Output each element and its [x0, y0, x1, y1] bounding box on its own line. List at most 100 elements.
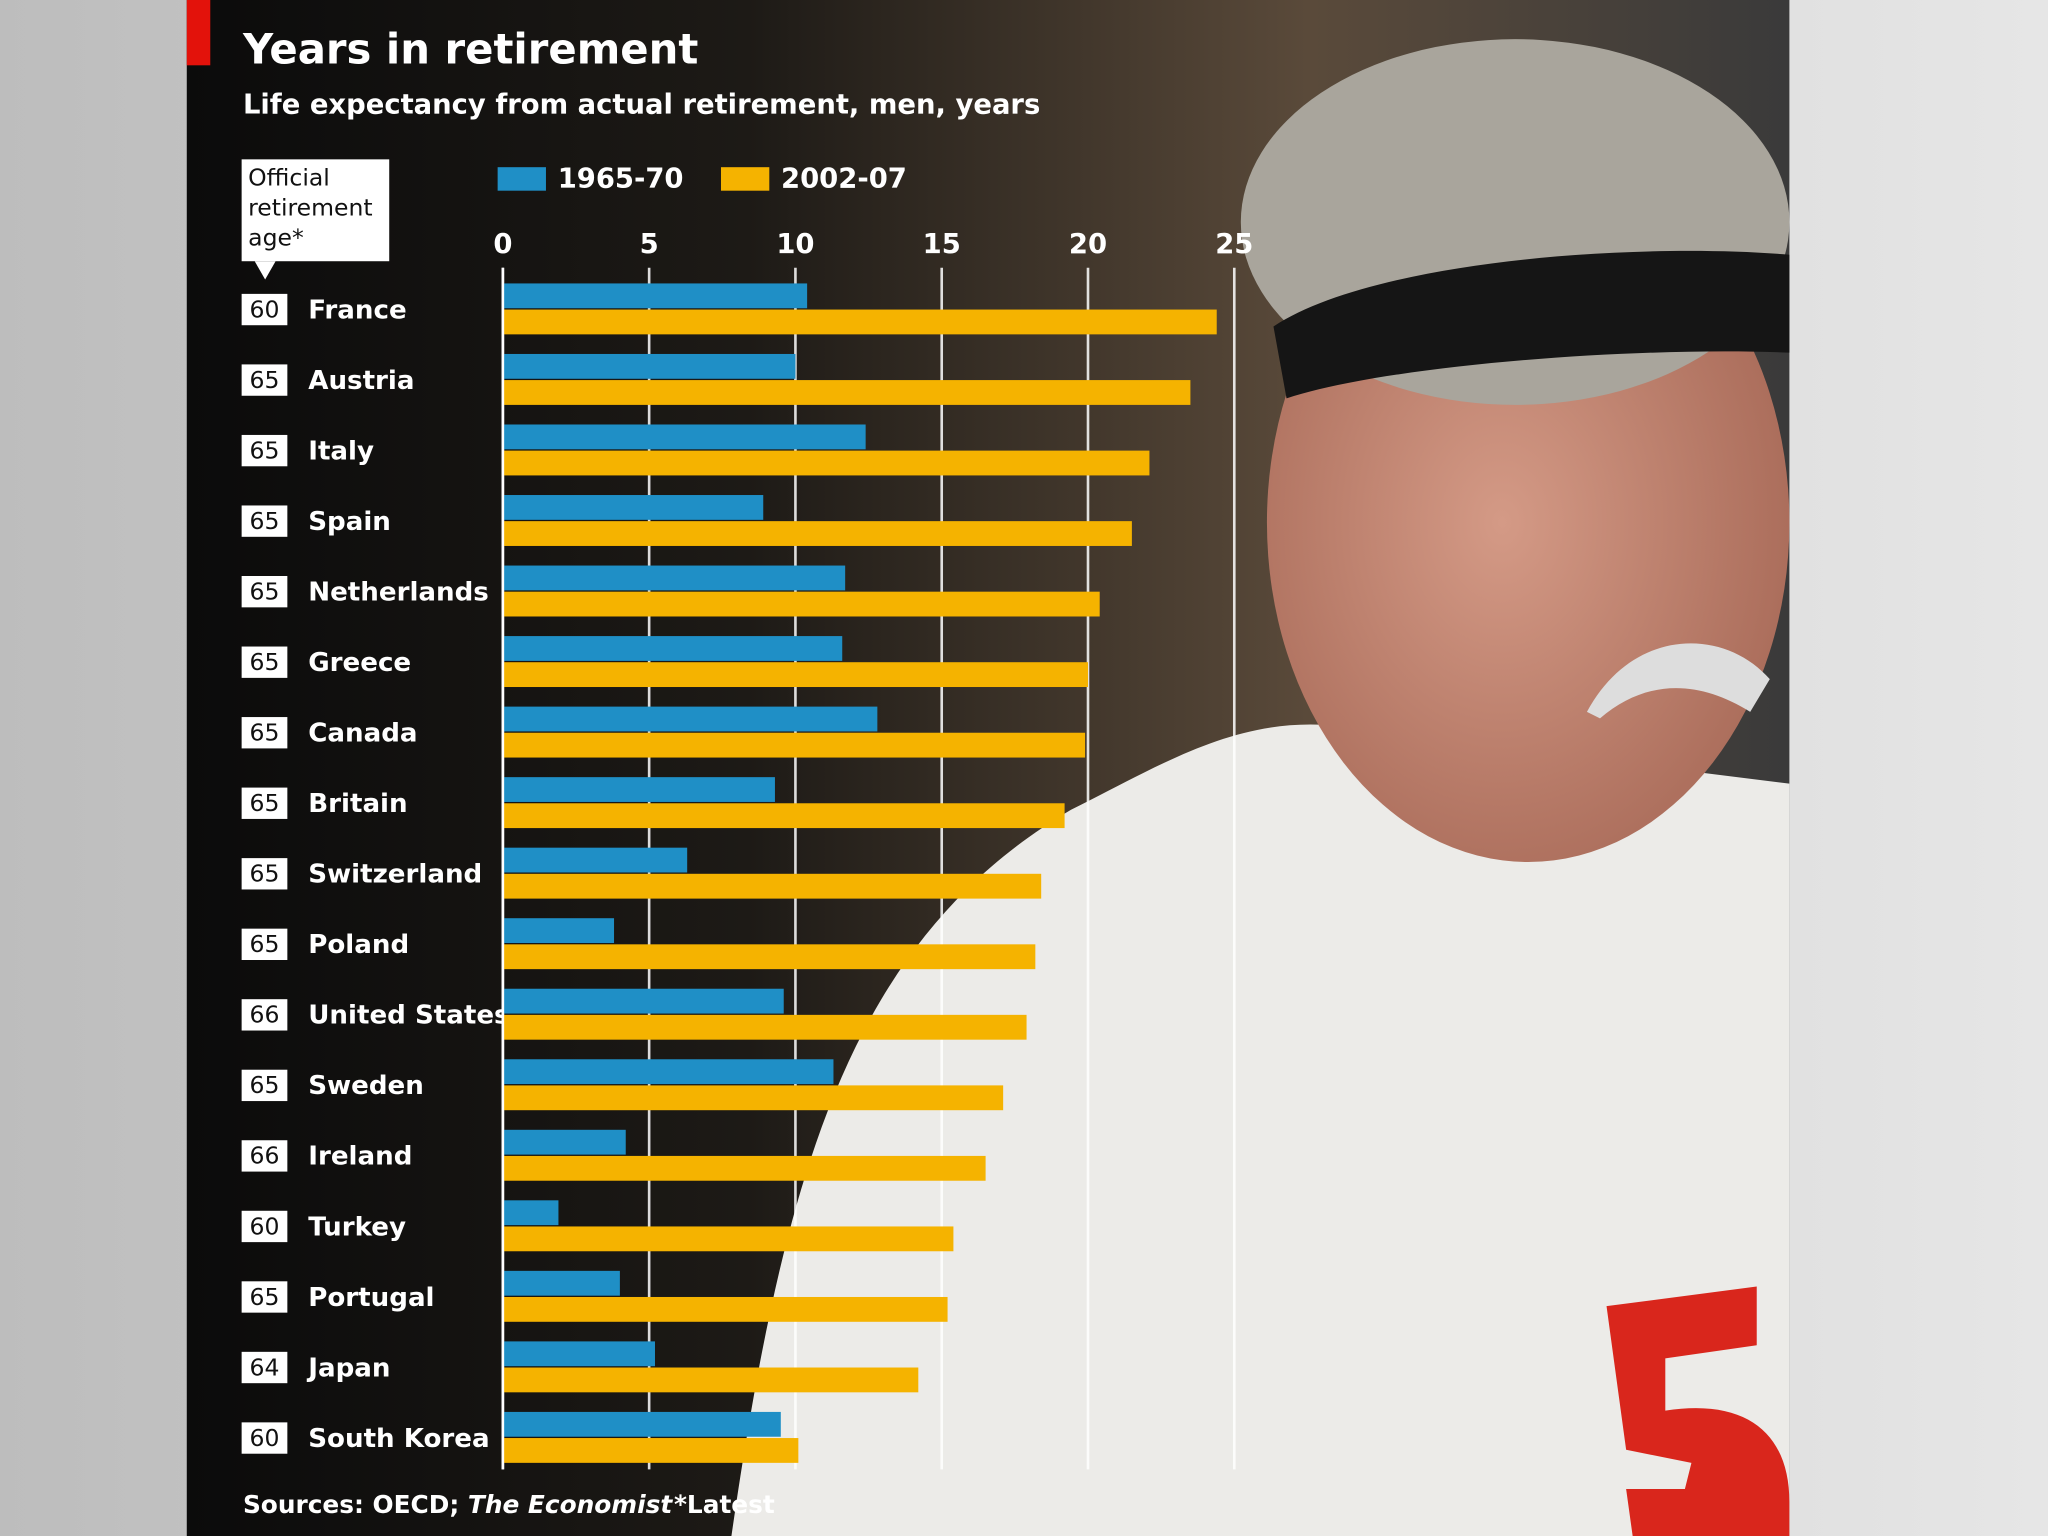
age-box: [241, 928, 288, 960]
bar: [502, 353, 796, 379]
y-tick-label: Greece: [308, 648, 411, 678]
bar: [502, 944, 1036, 970]
y-tick-label: Japan: [306, 1353, 390, 1383]
bar: [502, 1155, 986, 1181]
age-box: [241, 717, 288, 749]
retirement-age: 60: [250, 1212, 280, 1240]
bar: [502, 1059, 834, 1085]
photo-moustache: [1586, 643, 1770, 719]
retirement-age: 65: [250, 1283, 280, 1311]
age-box: [241, 1210, 288, 1243]
bar: [502, 803, 1065, 829]
y-tick-label: Canada: [308, 719, 417, 749]
age-label-holder: Official retirement age*: [248, 164, 373, 253]
bar: [502, 565, 846, 591]
bar: [502, 636, 843, 661]
age-box: [241, 1281, 288, 1313]
age-box: [241, 646, 288, 678]
bar: [502, 1411, 781, 1437]
y-tick-label: South Korea: [308, 1424, 489, 1454]
bar: [502, 1200, 559, 1226]
bar: [502, 1129, 626, 1155]
y-tick-label: Poland: [308, 930, 409, 960]
source: Sources: OECD; The Economist: [243, 1490, 673, 1519]
bar: [502, 777, 775, 802]
retirement-age: 64: [250, 1353, 280, 1381]
x-tick-label: 25: [1215, 229, 1253, 260]
source-text: Sources: OECD;: [243, 1490, 459, 1519]
retirement-age: 65: [250, 719, 280, 747]
age-box: [241, 858, 288, 890]
bar: [502, 309, 1217, 335]
bar: [502, 424, 866, 450]
x-tick-label: 10: [776, 229, 814, 260]
legend-label: 2002-07: [781, 164, 907, 195]
age-label-box: [241, 159, 390, 262]
y-tick-label: Ireland: [308, 1142, 412, 1172]
retirement-age: 60: [250, 1424, 280, 1452]
retirement-age: 65: [250, 930, 280, 958]
y-tick-label: Switzerland: [308, 860, 482, 890]
age-box: [241, 434, 288, 467]
bar: [502, 706, 878, 732]
bar: [502, 591, 1100, 617]
age-box: [241, 1140, 288, 1172]
age-label-pointer: [254, 261, 276, 280]
retirement-age: 65: [250, 436, 280, 464]
chart-title: Years in retirement: [242, 25, 698, 74]
photo-headband: [1273, 250, 1790, 399]
bar: [502, 1438, 799, 1463]
bar: [502, 873, 1042, 899]
y-tick-label: Netherlands: [308, 577, 489, 607]
bar: [502, 1367, 919, 1393]
age-box: [241, 364, 288, 396]
bar: [502, 521, 1132, 546]
bar: [502, 1296, 948, 1322]
y-tick-label: Turkey: [308, 1212, 406, 1242]
footnote: *Latest: [674, 1490, 775, 1519]
retirement-age: 60: [250, 295, 280, 323]
retirement-age: 65: [250, 1071, 280, 1099]
y-tick-label: Portugal: [308, 1283, 434, 1313]
retirement-age: 65: [250, 507, 280, 535]
age-box: [241, 787, 288, 819]
age-box: [241, 1069, 288, 1102]
retirement-age: 66: [250, 1142, 280, 1170]
age-box: [241, 505, 288, 537]
y-tick-label: Sweden: [308, 1071, 424, 1101]
age-box: [241, 293, 288, 326]
bar: [502, 450, 1150, 476]
y-tick-label: France: [308, 295, 406, 325]
y-tick-label: Britain: [308, 789, 407, 819]
y-tick-label: Italy: [308, 436, 374, 466]
legend-swatch: [720, 167, 770, 191]
retirement-age: 66: [250, 1001, 280, 1029]
age-box: [241, 1351, 288, 1384]
photo-shirt: [731, 724, 1790, 1536]
bar: [502, 988, 784, 1014]
age-label: Official retirement age*: [248, 164, 373, 253]
y-tick-label: Austria: [308, 366, 414, 396]
chart-subtitle: Life expectancy from actual retirement, …: [243, 89, 1040, 120]
bar: [502, 1226, 954, 1252]
x-tick-label: 5: [640, 229, 659, 260]
bar: [502, 283, 808, 309]
bar: [502, 1270, 620, 1296]
retirement-age: 65: [250, 366, 280, 394]
bar: [502, 732, 1086, 758]
bar: [502, 662, 1088, 688]
age-box: [241, 1422, 288, 1454]
red-accent: [186, 0, 211, 66]
bar: [502, 847, 688, 873]
retirement-age: 65: [250, 648, 280, 676]
legend-label: 1965-70: [558, 164, 684, 195]
bar: [502, 1014, 1027, 1040]
bar: [502, 1085, 1004, 1111]
age-box: [241, 999, 288, 1031]
bar: [502, 495, 764, 520]
y-tick-label: United States: [308, 1001, 509, 1031]
age-box: [241, 576, 288, 608]
retirement-age: 65: [250, 789, 280, 817]
